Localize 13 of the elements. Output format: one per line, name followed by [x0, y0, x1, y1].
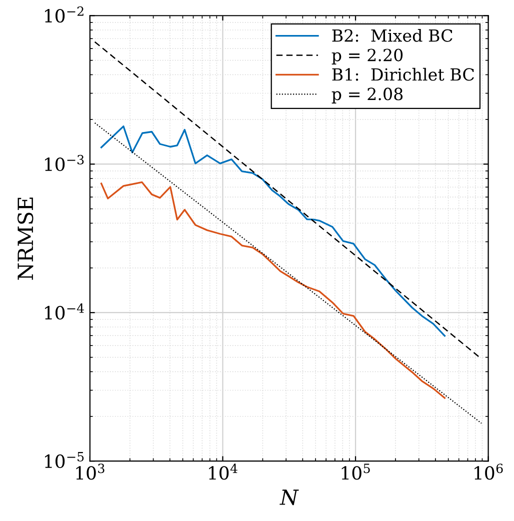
y-tick-label: 10$^{−4}$	[45, 303, 84, 320]
y-tick-label: 10$^{−3}$	[45, 154, 84, 172]
legend-label: B1: Dirichlet BC	[332, 68, 474, 81]
legend-label: B2: Mixed BC	[332, 28, 452, 42]
legend-label: p = 2.08	[332, 88, 403, 104]
x-tick-label: 10$^{3}$	[76, 464, 104, 480]
legend-label: p = 2.20	[332, 48, 403, 65]
x-tick-label: 10$^{5}$	[342, 464, 370, 480]
y-axis-title: NRMSE	[17, 198, 34, 280]
x-axis-title: N	[280, 490, 299, 506]
x-tick-label: 10$^{4}$	[209, 464, 238, 480]
y-tick-label: 10$^{−2}$	[45, 6, 84, 23]
x-tick-label: 10$^{6}$	[474, 464, 503, 480]
